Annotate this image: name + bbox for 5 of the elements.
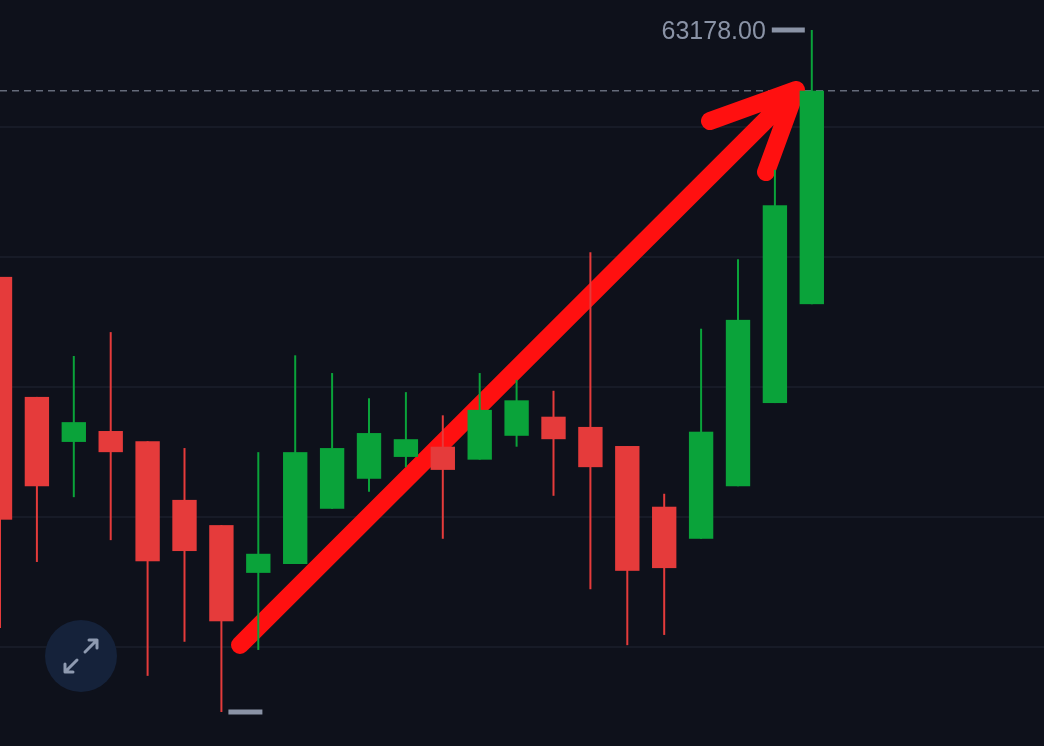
candlestick	[578, 251, 603, 591]
annotation: 63178.00	[661, 16, 766, 44]
candlestick	[61, 355, 86, 499]
candlestick	[246, 451, 271, 651]
candlestick	[98, 331, 123, 542]
